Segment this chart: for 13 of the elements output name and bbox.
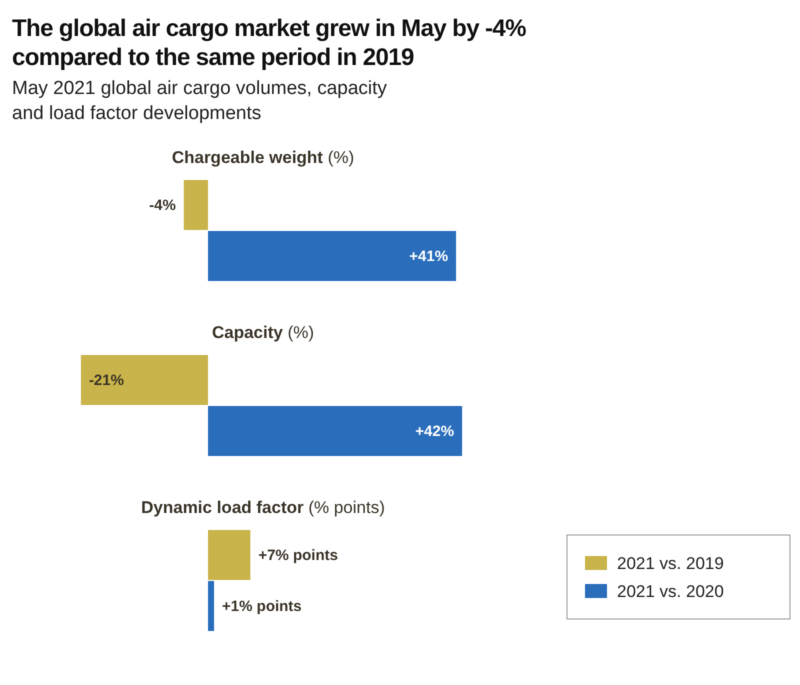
data-label: +41%	[409, 248, 448, 265]
y-tick-label: Dynamic load factor (% points)	[141, 498, 385, 517]
chart-title: The global air cargo market grew in May by -4% compared to the same period in 2019	[12, 15, 526, 71]
data-label: +42%	[415, 423, 454, 440]
y-tick-label: Capacity (%)	[212, 323, 314, 342]
data-label: +7% points	[258, 547, 338, 564]
data-label: -21%	[88, 372, 124, 389]
data-label: +1% points	[222, 598, 302, 615]
data-label: -4%	[149, 197, 176, 214]
legend-label: 2021 vs. 2019	[617, 554, 724, 573]
legend-label: 2021 vs. 2020	[617, 582, 724, 601]
y-tick-label: Chargeable weight (%)	[172, 148, 354, 167]
chart-subtitle: May 2021 global air cargo volumes, capacity and load factor developments	[12, 78, 388, 124]
